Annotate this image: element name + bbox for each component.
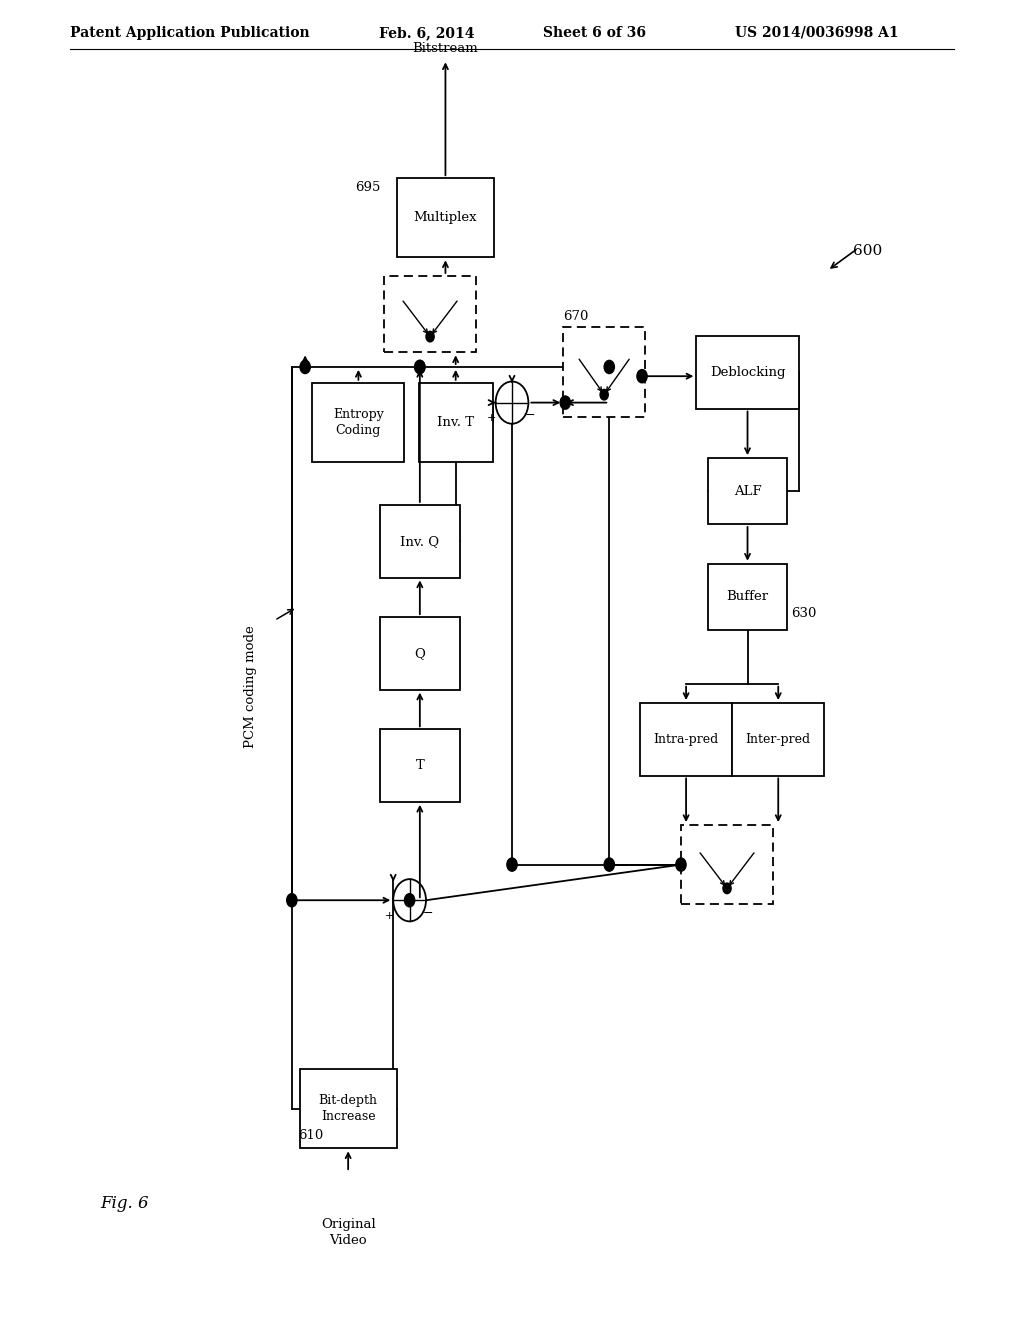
Text: Inv. T: Inv. T [437,416,474,429]
Bar [312,383,404,462]
Text: Bitstream: Bitstream [413,42,478,55]
Text: Q: Q [415,647,425,660]
Text: PCM coding mode: PCM coding mode [245,626,257,747]
Text: 610: 610 [298,1129,324,1142]
Circle shape [507,858,517,871]
Text: Original
Video: Original Video [321,1218,376,1247]
Circle shape [393,879,426,921]
Text: Inv. Q: Inv. Q [400,535,439,548]
Bar [397,178,495,257]
Circle shape [496,381,528,424]
Bar [681,825,773,904]
Bar [419,383,493,462]
Text: +: + [486,413,497,424]
Circle shape [415,360,425,374]
Circle shape [600,389,608,400]
Circle shape [637,370,647,383]
Bar [300,1069,397,1148]
Text: −: − [525,409,536,422]
Text: ALF: ALF [734,484,761,498]
Text: Deblocking: Deblocking [710,366,785,379]
Circle shape [404,894,415,907]
Bar [380,729,460,803]
Circle shape [604,858,614,871]
Text: 695: 695 [355,181,381,194]
Bar [640,702,732,776]
Text: Inter-pred: Inter-pred [745,733,811,746]
Circle shape [426,331,434,342]
Text: Buffer: Buffer [726,590,769,603]
Bar [696,335,799,409]
Text: +: + [384,911,394,921]
Circle shape [415,360,425,374]
Text: −: − [423,907,433,920]
Text: 670: 670 [563,310,589,323]
Circle shape [604,360,614,374]
Circle shape [560,396,570,409]
Bar [708,564,787,630]
Text: US 2014/0036998 A1: US 2014/0036998 A1 [735,26,899,40]
Text: 630: 630 [792,607,817,620]
Text: Feb. 6, 2014: Feb. 6, 2014 [379,26,474,40]
Text: T: T [416,759,424,772]
Text: Multiplex: Multiplex [414,211,477,224]
Text: Patent Application Publication: Patent Application Publication [70,26,309,40]
Bar [708,458,787,524]
Text: 600: 600 [853,244,883,257]
Bar [380,504,460,578]
Circle shape [287,894,297,907]
Text: Sheet 6 of 36: Sheet 6 of 36 [543,26,646,40]
Bar [380,618,460,689]
Text: Intra-pred: Intra-pred [653,733,719,746]
Text: Entropy
Coding: Entropy Coding [333,408,384,437]
Circle shape [723,883,731,894]
Circle shape [300,360,310,374]
Bar [732,702,824,776]
Circle shape [676,858,686,871]
Bar [563,327,645,417]
Text: Bit-depth
Increase: Bit-depth Increase [318,1094,378,1123]
Text: Fig. 6: Fig. 6 [100,1196,148,1212]
Bar [384,276,476,352]
